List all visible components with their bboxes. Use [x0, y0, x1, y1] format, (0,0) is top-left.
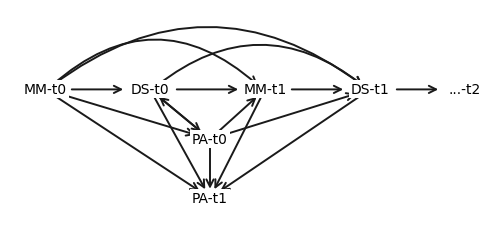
Text: MM-t1: MM-t1: [244, 83, 286, 97]
Text: MM-t0: MM-t0: [24, 83, 66, 97]
Text: DS-t1: DS-t1: [350, 83, 390, 97]
Text: PA-t0: PA-t0: [192, 133, 228, 146]
Text: DS-t0: DS-t0: [130, 83, 170, 97]
Text: PA-t1: PA-t1: [192, 191, 228, 205]
Text: ...-t2: ...-t2: [449, 83, 481, 97]
